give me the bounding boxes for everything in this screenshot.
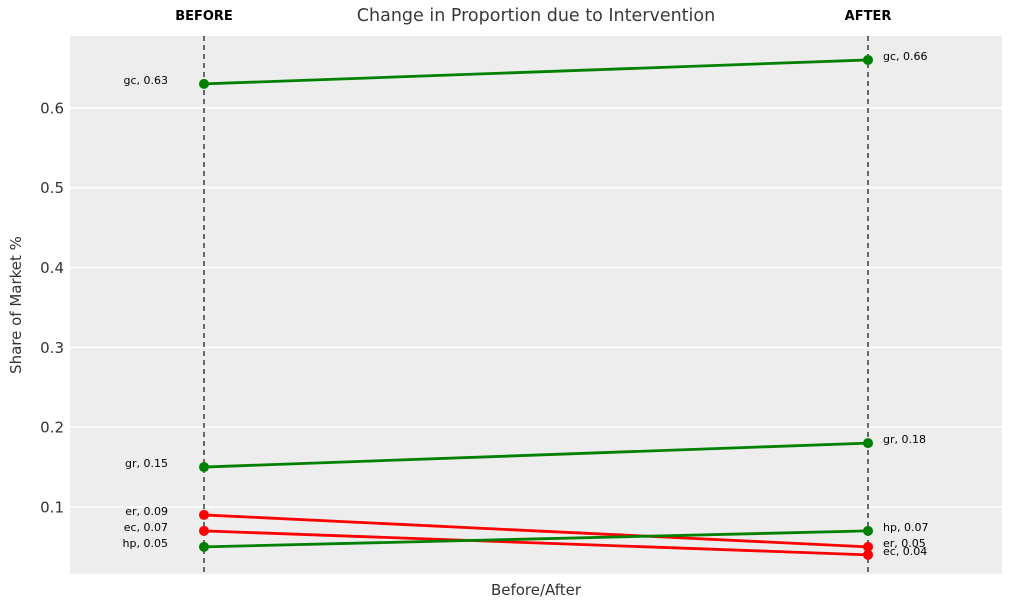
y-tick-label: 0.4 <box>40 259 64 277</box>
plot-background <box>70 36 1002 574</box>
slope-line-gr <box>203 441 869 469</box>
point-label-before-ec: ec, 0.07 <box>124 521 168 534</box>
slope-line-er <box>203 513 869 549</box>
y-tick-label: 0.6 <box>40 99 64 117</box>
point-label-before-gc: gc, 0.63 <box>123 74 168 87</box>
column-header-after: AFTER <box>844 9 892 24</box>
point-label-after-er: er, 0.05 <box>883 537 926 550</box>
y-tick-label: 0.3 <box>40 339 64 357</box>
point-label-before-gr: gr, 0.15 <box>125 457 168 470</box>
point-after-ec <box>863 549 873 560</box>
x-axis-label: Before/After <box>490 581 582 599</box>
slope-line-hp <box>203 529 869 549</box>
point-label-before-hp: hp, 0.05 <box>123 537 168 550</box>
point-before-gr <box>199 462 209 473</box>
point-before-hp <box>199 541 209 552</box>
point-label-after-hp: hp, 0.07 <box>883 521 928 534</box>
point-before-gc <box>199 78 209 89</box>
point-before-ec <box>199 525 209 536</box>
slope-line-gc <box>203 58 869 86</box>
point-after-gc <box>863 54 873 65</box>
point-after-hp <box>863 525 873 536</box>
chart-title: Change in Proportion due to Intervention <box>356 6 716 26</box>
slope-line-ec <box>203 529 869 557</box>
point-label-after-gc: gc, 0.66 <box>883 50 928 63</box>
column-header-before: BEFORE <box>175 9 233 24</box>
point-after-er <box>863 541 873 552</box>
point-label-after-gr: gr, 0.18 <box>883 433 926 446</box>
point-label-before-er: er, 0.09 <box>125 505 168 518</box>
y-axis-label: Share of Market % <box>7 236 25 374</box>
y-tick-label: 0.5 <box>40 179 64 197</box>
point-before-er <box>199 509 209 520</box>
point-label-after-ec: ec, 0.04 <box>883 545 927 558</box>
point-after-gr <box>863 438 873 449</box>
y-tick-label: 0.1 <box>40 498 64 516</box>
y-tick-label: 0.2 <box>40 419 64 437</box>
